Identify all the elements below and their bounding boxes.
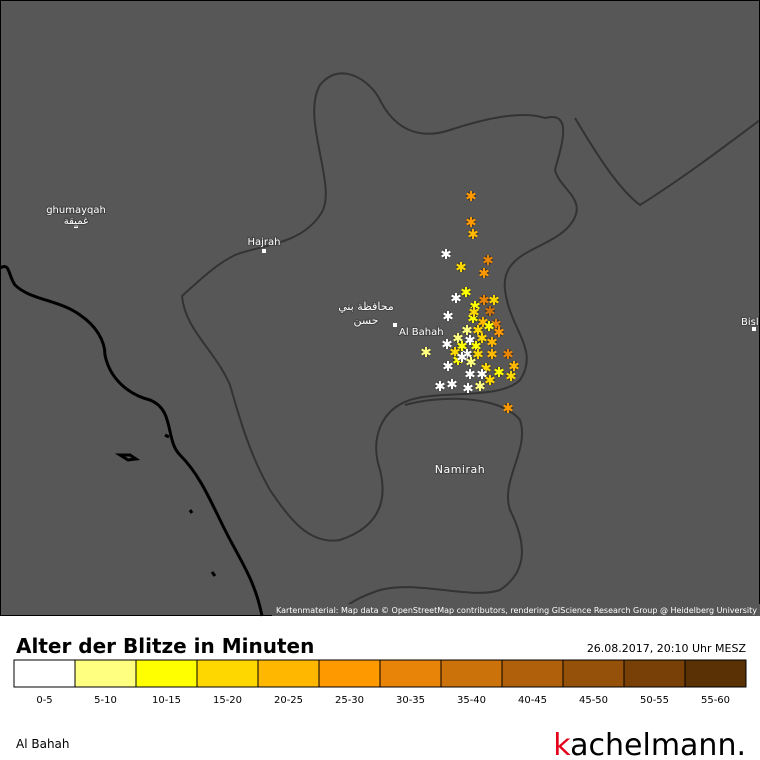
brand-rest: achelmann. <box>570 728 746 760</box>
legend-swatch <box>440 659 503 688</box>
strike <box>465 369 475 379</box>
legend-swatch <box>379 659 442 688</box>
legend-swatch <box>318 659 381 688</box>
place-label: Namirah <box>435 463 485 476</box>
legend-swatch <box>74 659 137 688</box>
legend-swatch <box>684 659 747 688</box>
strike <box>487 337 497 347</box>
strike <box>457 352 467 362</box>
region-border <box>574 117 760 207</box>
strike <box>441 249 451 259</box>
strike <box>477 369 487 379</box>
strike <box>451 293 461 303</box>
strike <box>463 383 473 393</box>
strike <box>503 403 513 413</box>
legend-swatch <box>196 659 259 688</box>
region-name: Al Bahah <box>16 737 70 751</box>
strike <box>469 307 479 317</box>
legend-swatch <box>501 659 564 688</box>
place-label: غميقة <box>64 216 88 227</box>
strike <box>479 268 489 278</box>
place-label: Bisl <box>741 317 759 328</box>
timestamp: 26.08.2017, 20:10 Uhr MESZ <box>587 642 747 655</box>
strike <box>466 357 476 367</box>
strike <box>475 381 485 391</box>
coastline <box>0 265 264 617</box>
strike <box>477 333 487 343</box>
strike <box>483 255 493 265</box>
strike <box>468 229 478 239</box>
island <box>114 433 217 577</box>
strike <box>447 379 457 389</box>
place-label: Al Bahah <box>399 327 444 338</box>
legend-swatch <box>562 659 625 688</box>
strike <box>443 311 453 321</box>
legend-swatch <box>257 659 320 688</box>
legend-swatch <box>623 659 686 688</box>
strike <box>443 361 453 371</box>
strike <box>466 191 476 201</box>
strike <box>494 367 504 377</box>
strike <box>465 335 475 345</box>
legend-label: 0-5 <box>36 695 52 706</box>
place-label: ghumayqah <box>46 205 106 216</box>
strike <box>457 341 467 351</box>
strike <box>453 333 463 343</box>
attribution-bg <box>272 604 760 616</box>
place-dot <box>752 327 756 331</box>
lightning-strikes <box>420 191 520 413</box>
legend-label: 5-10 <box>94 695 117 706</box>
legend-label: 40-45 <box>518 695 547 706</box>
legend-swatch <box>135 659 198 688</box>
legend-label: 15-20 <box>213 695 242 706</box>
strike <box>485 375 495 385</box>
legend: 0-5 5-10 10-15 15-20 20-25 25-30 30-35 35-40 40-… <box>13 659 747 706</box>
strike <box>462 325 472 335</box>
legend-label: 25-30 <box>335 695 364 706</box>
legend-label: 55-60 <box>701 695 730 706</box>
strike <box>421 347 431 357</box>
place-label: محافظة بني <box>338 300 394 313</box>
strike <box>466 217 476 227</box>
attribution: Kartenmaterial: Map data © OpenStreetMap… <box>276 606 757 615</box>
strike <box>509 361 519 371</box>
strike <box>473 325 483 335</box>
strike <box>473 349 483 359</box>
place-label: Hajrah <box>247 237 280 248</box>
place-dot <box>393 323 397 327</box>
strike <box>503 349 513 359</box>
place-dot <box>74 224 78 228</box>
strike <box>456 262 466 272</box>
legend-label: 10-15 <box>152 695 181 706</box>
strike <box>450 347 460 357</box>
legend-swatch <box>13 659 76 688</box>
place-label: حسن <box>354 314 379 327</box>
legend-title: Alter der Blitze in Minuten <box>16 634 314 658</box>
legend-label: 35-40 <box>457 695 486 706</box>
brand-k: k <box>553 728 571 760</box>
strike <box>479 295 489 305</box>
legend-label: 30-35 <box>396 695 425 706</box>
legend-label: 45-50 <box>579 695 608 706</box>
strike <box>494 327 504 337</box>
strike <box>484 321 494 331</box>
legend-label: 50-55 <box>640 695 669 706</box>
strike <box>487 349 497 359</box>
strike <box>485 306 495 316</box>
strike <box>461 287 471 297</box>
region-border <box>180 72 578 542</box>
strike <box>435 381 445 391</box>
legend-label: 20-25 <box>274 695 303 706</box>
map-background <box>0 0 760 616</box>
brand: kachelmann. <box>553 728 746 760</box>
place-dot <box>262 249 266 253</box>
strike <box>442 339 452 349</box>
strike <box>506 371 516 381</box>
strike <box>489 295 499 305</box>
